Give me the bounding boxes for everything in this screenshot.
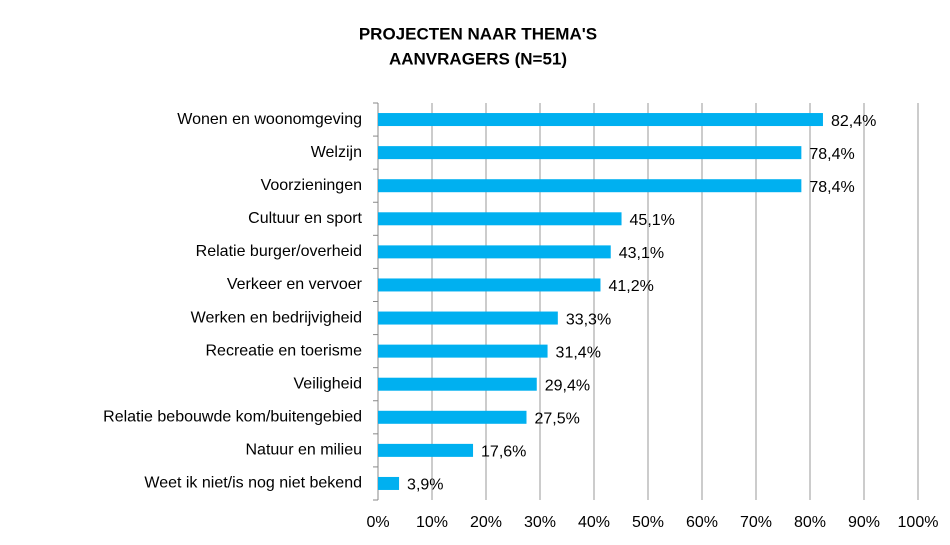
x-tick-label: 10%: [416, 514, 448, 531]
x-tick-label: 60%: [686, 514, 718, 531]
bar: [378, 146, 802, 160]
value-label: 33,3%: [566, 311, 611, 328]
x-tick-label: 90%: [848, 514, 880, 531]
y-tick-label: Veiligheid: [294, 375, 363, 392]
y-tick-label: Weet ik niet/is nog niet bekend: [144, 475, 362, 492]
bar: [378, 443, 474, 457]
x-tick-label: 40%: [578, 514, 610, 531]
x-tick-label: 0%: [366, 514, 389, 531]
y-tick-label: Verkeer en vervoer: [227, 276, 363, 293]
y-tick-label: Natuur en milieu: [246, 442, 363, 459]
value-label: 27,5%: [535, 411, 580, 428]
value-label: 78,4%: [809, 179, 854, 196]
bar: [378, 344, 548, 358]
y-tick-label: Relatie burger/overheid: [196, 243, 362, 260]
x-tick-label: 20%: [470, 514, 502, 531]
value-label: 82,4%: [831, 113, 876, 130]
value-label: 43,1%: [619, 245, 664, 262]
y-tick-label: Cultuur en sport: [248, 210, 362, 227]
value-label: 29,4%: [545, 377, 590, 394]
x-tick-label: 30%: [524, 514, 556, 531]
x-tick-label: 80%: [794, 514, 826, 531]
bar: [378, 278, 601, 292]
value-label: 17,6%: [481, 444, 526, 461]
bar: [378, 212, 622, 226]
value-label: 45,1%: [630, 212, 675, 229]
bar: [378, 245, 611, 259]
y-tick-label: Wonen en woonomgeving: [177, 111, 362, 128]
y-tick-label: Recreatie en toerisme: [205, 342, 362, 359]
value-label: 41,2%: [608, 278, 653, 295]
bar: [378, 377, 537, 391]
bar: [378, 311, 558, 325]
value-label: 31,4%: [556, 344, 601, 361]
chart-subtitle: AANVRAGERS (N=51): [389, 49, 567, 68]
x-tick-label: 50%: [632, 514, 664, 531]
x-tick-label: 70%: [740, 514, 772, 531]
y-tick-label: Werken en bedrijvigheid: [191, 309, 362, 326]
bar: [378, 410, 527, 424]
x-tick-label: 100%: [898, 514, 939, 531]
value-label: 3,9%: [407, 477, 443, 494]
bar: [378, 179, 802, 193]
bar: [378, 113, 823, 127]
value-label: 78,4%: [809, 146, 854, 163]
chart-title: PROJECTEN NAAR THEMA'S: [359, 24, 597, 43]
y-tick-label: Voorzieningen: [261, 177, 362, 194]
bar: [378, 476, 400, 490]
y-tick-label: Relatie bebouwde kom/buitengebied: [103, 409, 362, 426]
y-tick-label: Welzijn: [311, 144, 362, 161]
